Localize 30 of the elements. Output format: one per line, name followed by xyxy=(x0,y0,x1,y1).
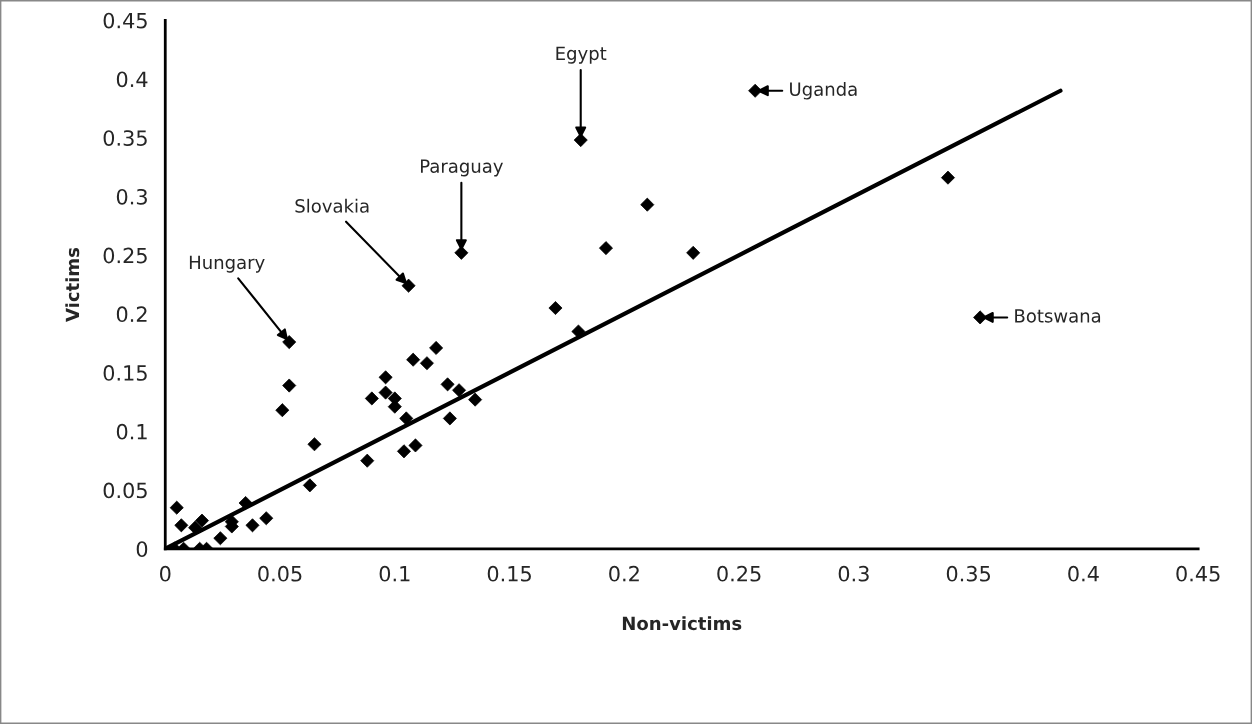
y-tick-label: 0.3 xyxy=(116,188,147,205)
annotation: Paraguay xyxy=(420,159,503,177)
x-tick-label: 0.2 xyxy=(609,565,639,582)
y-axis-title: Victims xyxy=(65,247,80,322)
annotation: Slovakia xyxy=(295,198,369,213)
annotation: Egypt xyxy=(556,46,607,64)
x-tick-label: 0.1 xyxy=(379,565,410,582)
y-tick-label: 0.45 xyxy=(103,12,147,29)
y-tick-label: 0.05 xyxy=(103,482,147,499)
annotation: Uganda xyxy=(790,82,857,100)
y-tick-label: 0.2 xyxy=(116,306,147,323)
x-tick-label: 0.3 xyxy=(838,565,869,582)
x-tick-label: 0.15 xyxy=(487,565,531,582)
x-tick-label: 0 xyxy=(160,565,171,582)
point xyxy=(406,352,421,367)
annotation: Botswana xyxy=(1015,309,1101,323)
y-tick-label: 0.1 xyxy=(116,423,147,440)
x-tick-label: 0.35 xyxy=(946,565,990,582)
y-tick-label: 0.25 xyxy=(103,247,147,264)
y-tick-label: 0 xyxy=(136,541,148,557)
y-tick-label: 0.4 xyxy=(116,71,148,88)
annotation: Hungary xyxy=(189,255,265,273)
y-tick-label: 0.15 xyxy=(103,365,147,381)
x-axis-title: Non-victims xyxy=(622,616,742,631)
y-tick-label: 0.35 xyxy=(103,130,147,146)
point xyxy=(302,478,317,493)
x-tick-label: 0.25 xyxy=(717,565,761,582)
x-tick-label: 0.45 xyxy=(1176,565,1220,582)
x-tick-label: 0.4 xyxy=(1068,565,1099,582)
x-tick-label: 0.05 xyxy=(258,565,302,582)
